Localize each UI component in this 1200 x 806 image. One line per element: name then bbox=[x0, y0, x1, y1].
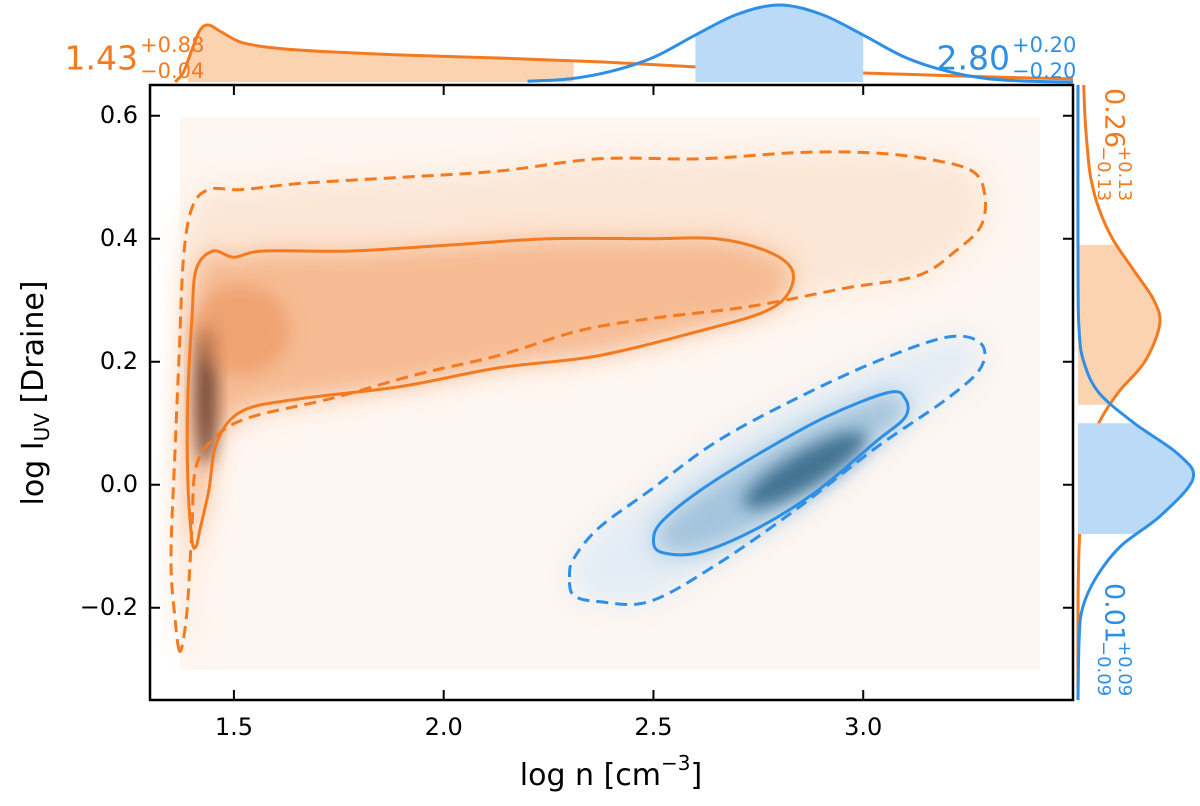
summary-label: 0.26+0.13−0.13 bbox=[1093, 88, 1135, 201]
summary-plus: +0.20 bbox=[1012, 33, 1076, 57]
density-shade bbox=[187, 237, 794, 549]
y-tick-label: 0.2 bbox=[100, 347, 138, 375]
summary-plus: +0.88 bbox=[140, 33, 204, 57]
x-axis-label-end: ] bbox=[691, 758, 703, 793]
x-tick-label: 2.5 bbox=[634, 713, 672, 741]
y-tick-label: 0.4 bbox=[100, 224, 138, 252]
x-axis-label-text: log n [cm bbox=[520, 758, 661, 793]
summary-median: 1.43 bbox=[65, 39, 138, 78]
contour-line bbox=[169, 150, 988, 653]
plot-frame bbox=[148, 83, 1075, 702]
x-tick-label: 1.5 bbox=[215, 713, 253, 741]
credible-band bbox=[1078, 244, 1161, 405]
summary-label: 0.01+0.09−0.09 bbox=[1093, 583, 1135, 696]
density-peak bbox=[743, 431, 867, 509]
y-axis-label-end: [Draine] bbox=[16, 280, 51, 413]
summary-minus: −0.09 bbox=[1093, 641, 1114, 696]
summary-median: 0.01 bbox=[1099, 583, 1130, 643]
x-axis-label: log n [cm−3] bbox=[520, 751, 702, 793]
y-tick-label: 0.0 bbox=[100, 470, 138, 498]
y-tick-label: 0.6 bbox=[100, 101, 138, 129]
contour-line bbox=[568, 334, 987, 607]
contour-line bbox=[185, 236, 795, 550]
contours bbox=[169, 150, 988, 653]
density-map bbox=[170, 117, 1040, 670]
contour-line bbox=[651, 390, 910, 557]
y-tick-label: −0.2 bbox=[80, 593, 138, 621]
density-peaks bbox=[190, 285, 867, 509]
y-axis-label: log IUV [Draine] bbox=[16, 280, 54, 505]
marginal-curve bbox=[527, 3, 1074, 84]
summary-plus: +0.09 bbox=[1114, 641, 1135, 696]
credible-band bbox=[695, 5, 864, 82]
summary-minus: −0.04 bbox=[140, 59, 204, 83]
x-tick-label: 3.0 bbox=[844, 713, 882, 741]
summary-minus: −0.13 bbox=[1093, 146, 1114, 201]
x-tick-label: 2.0 bbox=[425, 713, 463, 741]
marginal-curve bbox=[1076, 84, 1196, 701]
summary-median: 2.80 bbox=[937, 39, 1010, 78]
summary-median: 0.26 bbox=[1099, 88, 1130, 148]
credible-band bbox=[187, 24, 574, 82]
y-axis-label-text: log I bbox=[16, 441, 51, 505]
axes: 1.5 2.0 2.5 3.0 −0.2 0.0 0.2 0.4 0.6 bbox=[80, 85, 1073, 741]
x-axis-label-sup: −3 bbox=[661, 751, 690, 775]
density-peak bbox=[190, 285, 290, 375]
y-axis-label-sub: UV bbox=[30, 413, 54, 442]
summary-minus: −0.20 bbox=[1012, 59, 1076, 83]
credible-band bbox=[1078, 423, 1194, 534]
summary-plus: +0.13 bbox=[1114, 146, 1135, 201]
